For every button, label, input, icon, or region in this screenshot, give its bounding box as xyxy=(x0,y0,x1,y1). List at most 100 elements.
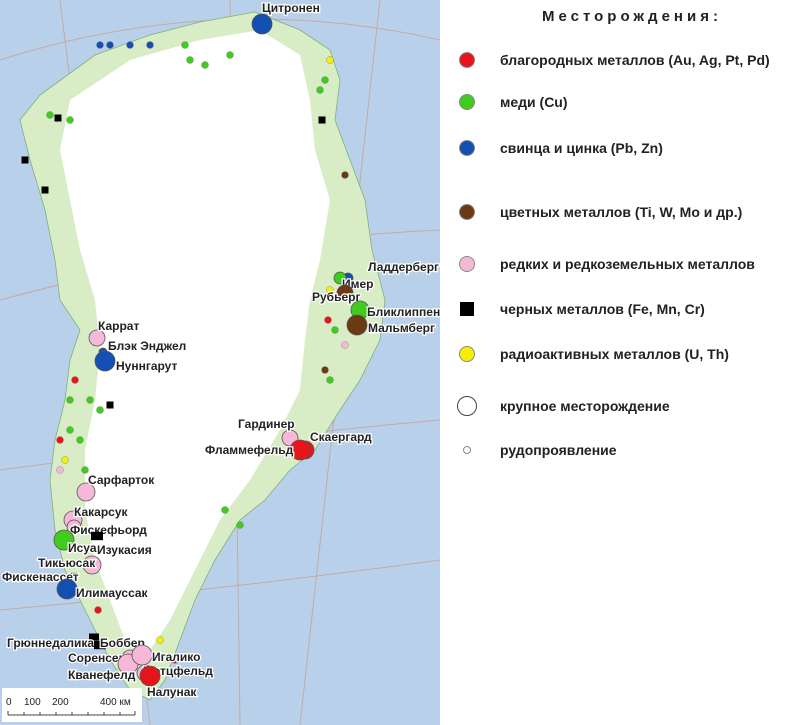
occurrence-marker xyxy=(66,426,74,434)
legend-symbol-icon xyxy=(452,94,482,110)
legend-item: цветных металлов (Ti, W, Mo и др.) xyxy=(452,200,742,224)
occurrence-marker xyxy=(316,86,324,94)
occurrence-marker xyxy=(61,456,69,464)
legend-label: цветных металлов (Ti, W, Mo и др.) xyxy=(500,204,743,220)
legend-symbol-icon xyxy=(452,204,482,220)
deposit-label: Илимауссак xyxy=(76,586,149,600)
occurrence-marker xyxy=(76,436,84,444)
occurrence-marker xyxy=(54,114,62,122)
deposit-marker[interactable] xyxy=(89,633,99,641)
occurrence-marker xyxy=(96,406,104,414)
deposit-marker[interactable] xyxy=(251,13,273,35)
legend-symbol-icon xyxy=(452,52,482,68)
legend-label: черных металлов (Fe, Mn, Cr) xyxy=(500,301,705,317)
occurrence-marker xyxy=(321,366,329,374)
scale-tick-0: 0 xyxy=(6,697,12,708)
deposit-label: Какарсук xyxy=(74,505,129,519)
occurrence-marker xyxy=(146,41,154,49)
legend-item: меди (Cu) xyxy=(452,90,568,114)
occurrence-marker xyxy=(94,606,102,614)
occurrence-marker xyxy=(318,116,326,124)
legend-item: крупное месторождение xyxy=(452,394,670,418)
legend-item: радиоактивных металлов (U, Th) xyxy=(452,342,729,366)
deposit-marker[interactable] xyxy=(346,314,368,336)
occurrence-marker xyxy=(126,41,134,49)
deposit-marker[interactable] xyxy=(336,284,354,302)
legend-item: редких и редкоземельных металлов xyxy=(452,252,755,276)
scale-tick-200: 200 xyxy=(52,697,69,708)
legend-label: благородных металлов (Au, Ag, Pt, Pd) xyxy=(500,52,770,68)
deposit-label: Бликлиппен xyxy=(367,305,440,319)
deposit-marker[interactable] xyxy=(53,529,75,551)
legend-label: рудопроявление xyxy=(500,442,617,458)
occurrence-marker xyxy=(341,341,349,349)
deposit-marker[interactable] xyxy=(76,482,96,502)
deposit-label: Гардинер xyxy=(238,417,295,431)
occurrence-marker xyxy=(201,61,209,69)
scale-tick-100: 100 xyxy=(24,697,41,708)
legend-label: редких и редкоземельных металлов xyxy=(500,256,755,272)
occurrence-marker xyxy=(41,186,49,194)
deposit-label: Цитронен xyxy=(262,1,320,15)
occurrence-marker xyxy=(66,396,74,404)
greenland-ice-sheet xyxy=(60,30,330,650)
occurrence-marker xyxy=(171,656,179,664)
deposit-label: Нуннгарут xyxy=(116,359,178,373)
deposit-marker[interactable] xyxy=(131,644,153,666)
deposit-marker[interactable] xyxy=(66,519,82,535)
deposit-label: Фламмефельд xyxy=(205,443,294,457)
occurrence-marker xyxy=(324,316,332,324)
deposit-marker[interactable] xyxy=(56,578,78,600)
deposit-marker[interactable] xyxy=(94,350,116,372)
deposit-marker[interactable] xyxy=(333,271,347,285)
legend-symbol-icon xyxy=(452,140,482,156)
legend-label: радиоактивных металлов (U, Th) xyxy=(500,346,729,362)
deposit-marker[interactable] xyxy=(139,665,161,687)
legend: Месторождения: благородных металлов (Au,… xyxy=(440,0,800,725)
legend-label: свинца и цинка (Pb, Zn) xyxy=(500,140,663,156)
deposit-label: Игалико xyxy=(152,650,200,664)
occurrence-marker xyxy=(321,76,329,84)
occurrence-marker xyxy=(326,56,334,64)
occurrence-marker xyxy=(106,41,114,49)
deposit-label: Изукасия xyxy=(97,543,152,557)
deposit-label: Рубьерг xyxy=(312,290,360,304)
occurrence-marker xyxy=(106,401,114,409)
deposit-label: Соренсен xyxy=(68,651,126,665)
occurrence-marker xyxy=(186,56,194,64)
occurrence-marker xyxy=(46,111,54,119)
occurrence-marker xyxy=(156,636,164,644)
legend-symbol-icon xyxy=(452,256,482,272)
deposit-marker[interactable] xyxy=(289,439,311,461)
deposit-marker[interactable] xyxy=(88,329,106,347)
deposit-marker[interactable] xyxy=(82,555,102,575)
occurrence-marker xyxy=(71,376,79,384)
occurrence-marker xyxy=(56,436,64,444)
legend-title: Месторождения: xyxy=(542,8,722,25)
deposit-label: Грюннедалика xyxy=(7,636,94,650)
deposit-marker[interactable] xyxy=(91,531,103,541)
deposit-label: Фискенассет xyxy=(2,570,79,584)
occurrence-marker xyxy=(86,396,94,404)
occurrence-marker xyxy=(221,506,229,514)
occurrence-marker xyxy=(56,466,64,474)
legend-item: черных металлов (Fe, Mn, Cr) xyxy=(452,297,705,321)
occurrence-marker xyxy=(331,326,339,334)
occurrence-marker xyxy=(341,171,349,179)
legend-symbol-icon xyxy=(452,302,482,316)
deposit-label: Кванефелд xyxy=(68,668,136,682)
legend-item: свинца и цинка (Pb, Zn) xyxy=(452,136,663,160)
occurrence-marker xyxy=(236,521,244,529)
deposit-label: Мальмберг xyxy=(368,321,435,335)
deposit-marker[interactable] xyxy=(71,572,77,578)
deposit-label: Ладдерберг xyxy=(368,260,439,274)
scale-bar: 0 100 200 400 км xyxy=(2,688,142,722)
legend-symbol-icon xyxy=(452,346,482,362)
occurrence-marker xyxy=(96,41,104,49)
occurrence-marker xyxy=(326,376,334,384)
occurrence-marker xyxy=(21,156,29,164)
deposit-label: Фискефьорд xyxy=(70,523,147,537)
deposit-label: Тикьюсак xyxy=(38,556,96,570)
deposit-marker[interactable] xyxy=(94,640,106,650)
deposit-label: Налунак xyxy=(147,685,197,699)
